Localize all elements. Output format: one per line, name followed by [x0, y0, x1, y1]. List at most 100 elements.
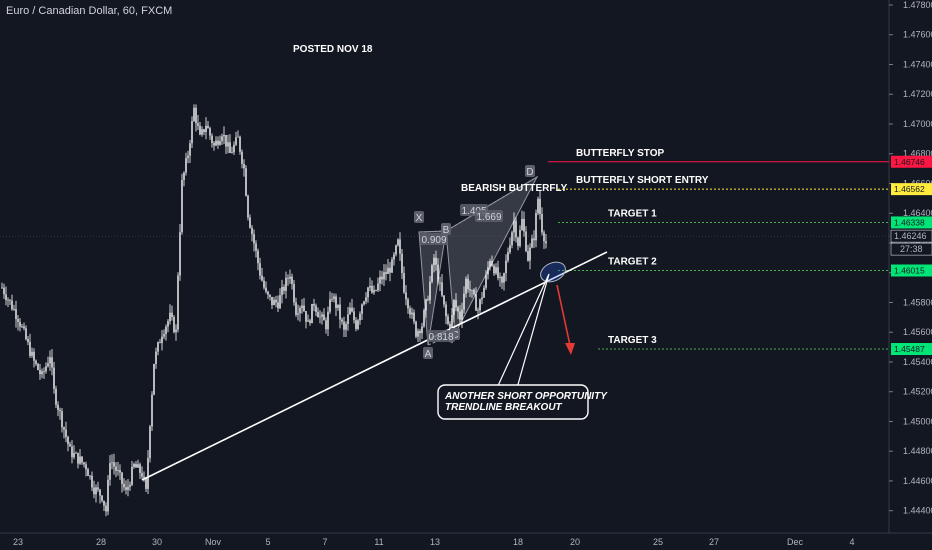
candle-body: [435, 257, 437, 265]
candle-body: [83, 462, 85, 465]
candle-body: [199, 125, 201, 135]
y-tick-label: 1.45000: [903, 416, 932, 426]
candle-body: [459, 311, 461, 320]
candle-body: [447, 316, 449, 324]
candle-body: [39, 369, 41, 375]
callout-box: [437, 384, 589, 420]
candle-body: [457, 307, 459, 312]
countdown-tag: [890, 242, 932, 256]
candle-body: [81, 456, 83, 463]
callout-join: [496, 386, 518, 389]
pattern-point-badge: [414, 211, 424, 223]
y-tick-label: 1.47000: [903, 119, 932, 129]
y-tick-label: 1.44600: [903, 476, 932, 486]
candle-body: [401, 253, 403, 274]
x-tick-label: 4: [849, 537, 854, 547]
candle-body: [381, 276, 383, 280]
y-tick-label: 1.44800: [903, 446, 932, 456]
y-tick-label: 1.46800: [903, 149, 932, 159]
candle-body: [419, 330, 421, 334]
candle-body: [465, 278, 467, 294]
candle-body: [293, 284, 295, 303]
x-tick-label: 20: [570, 537, 580, 547]
grid: [0, 0, 932, 534]
candle-body: [43, 371, 45, 373]
candle-body: [189, 143, 191, 156]
candle-body: [229, 142, 231, 153]
candle-body: [323, 314, 325, 321]
price-tag-label: 1.46015: [894, 265, 925, 275]
candle-body: [345, 324, 347, 330]
candle-body: [433, 257, 435, 266]
x-tick-label: 13: [430, 537, 440, 547]
candle-body: [373, 290, 375, 293]
candle-body: [55, 388, 57, 405]
candle-body: [289, 276, 291, 279]
level-label: TARGET 3: [608, 335, 657, 346]
candle-body: [277, 302, 279, 309]
candle-body: [267, 291, 269, 295]
candle-body: [247, 195, 249, 218]
candle-body: [169, 312, 171, 322]
ratio-label: 0.818: [428, 332, 453, 343]
candle-body: [79, 456, 81, 464]
candle-body: [109, 463, 111, 480]
candle-body: [285, 277, 287, 291]
candle-body: [103, 500, 105, 506]
candle-body: [365, 297, 367, 302]
candle-body: [375, 290, 377, 291]
candle-body: [173, 316, 175, 333]
candle-body: [349, 307, 351, 315]
candle-body: [205, 125, 207, 132]
candle-body: [529, 247, 531, 261]
candle-body: [137, 464, 139, 468]
candle-body: [5, 294, 7, 301]
candle-body: [77, 452, 79, 464]
price-tag-label: 1.46562: [894, 184, 925, 194]
candle-body: [223, 134, 225, 137]
candle-body: [441, 282, 443, 296]
countdown-label: 27:38: [900, 244, 923, 254]
candle-body: [215, 140, 217, 146]
y-tick-label: 1.45200: [903, 387, 932, 397]
candle-body: [545, 241, 547, 244]
price-tag: [891, 155, 932, 168]
candle-body: [493, 265, 495, 274]
x-tick-label: 7: [322, 537, 327, 547]
candle-body: [121, 472, 123, 484]
level-label: BUTTERFLY SHORT ENTRY: [576, 175, 709, 186]
candle-body: [45, 366, 47, 372]
candle-body: [159, 342, 161, 344]
candle-body: [295, 302, 297, 315]
candle-body: [161, 336, 163, 343]
candle-body: [25, 328, 27, 340]
candle-body: [479, 299, 481, 311]
candle-body: [177, 275, 179, 330]
candle-body: [475, 294, 477, 311]
candle-body: [385, 272, 387, 274]
candle-body: [33, 351, 35, 361]
candle-body: [93, 487, 95, 495]
breakout-ellipse: [540, 261, 566, 283]
candle-body: [453, 300, 455, 315]
candle-body: [533, 238, 535, 241]
candle-body: [287, 277, 289, 279]
candle-body: [85, 464, 87, 470]
candle-body: [271, 296, 273, 306]
candle-body: [395, 245, 397, 255]
candle-body: [269, 294, 271, 297]
candle-body: [437, 264, 439, 283]
candle-body: [351, 307, 353, 312]
candle-body: [329, 299, 331, 312]
candle-body: [97, 487, 99, 490]
candle-body: [67, 436, 69, 445]
candle-body: [409, 308, 411, 315]
candle-body: [487, 267, 489, 275]
candle-body: [535, 213, 537, 241]
callout-line-1: ANOTHER SHORT OPPORTUNITY: [444, 391, 608, 402]
candle-body: [389, 267, 391, 273]
candle-body: [257, 250, 259, 264]
candle-body: [75, 452, 77, 454]
y-tick-label: 1.47200: [903, 89, 932, 99]
